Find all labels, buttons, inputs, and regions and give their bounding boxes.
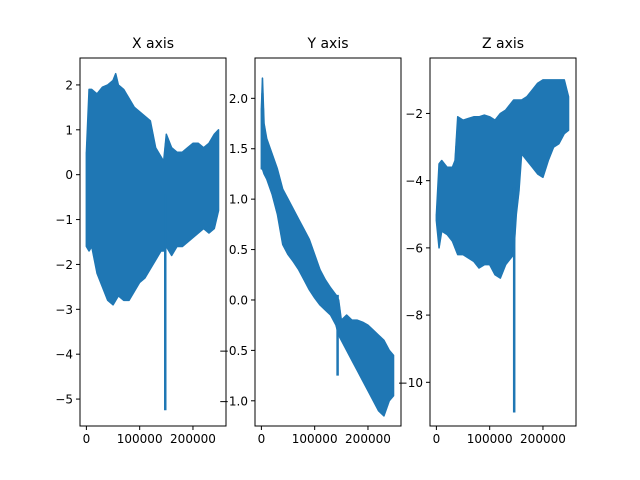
chart-title-x-axis: X axis: [132, 36, 174, 52]
x-tick-label: 0: [433, 432, 441, 446]
x-tick-label: 0: [83, 432, 91, 446]
y-tick-label: −1.0: [219, 394, 248, 408]
y-tick-label: −5: [55, 393, 73, 407]
y-tick-label: 0.0: [229, 293, 248, 307]
series-oscillation-x-axis: [85, 73, 219, 305]
y-tick-label: −10: [398, 376, 423, 390]
x-tick-label: 100000: [117, 432, 163, 446]
chart-title-z-axis: Z axis: [482, 36, 524, 52]
x-tick-label: 100000: [292, 432, 338, 446]
axes-frame-x-axis: [79, 57, 227, 427]
y-tick-label: −0.5: [219, 344, 248, 358]
y-tick-label: 1.5: [229, 142, 248, 156]
y-tick-label: 2.0: [229, 92, 248, 106]
chart-title-y-axis: Y axis: [306, 36, 348, 52]
y-tick-label: −2: [55, 258, 73, 272]
y-tick-label: −1: [55, 213, 73, 227]
y-tick-label: 2: [65, 78, 73, 92]
series-oscillation-y-axis: [260, 78, 394, 416]
y-tick-label: 0.5: [229, 243, 248, 257]
y-tick-label: 0: [65, 168, 73, 182]
x-tick-label: 0: [258, 432, 266, 446]
y-tick-label: −6: [405, 241, 423, 255]
axes-frame-y-axis: [254, 57, 402, 427]
y-tick-label: 1.0: [229, 193, 248, 207]
y-tick-label: −8: [405, 309, 423, 323]
y-tick-label: −4: [405, 174, 423, 188]
y-tick-label: 1: [65, 123, 73, 137]
y-tick-label: −4: [55, 348, 73, 362]
subplot-z-axis: 0 100000 200000 −10 −8 −6 −4 −2 Z axis: [398, 36, 577, 446]
x-tick-label: 200000: [520, 432, 566, 446]
x-tick-label: 200000: [170, 432, 216, 446]
x-tick-label: 100000: [467, 432, 513, 446]
y-tick-label: −2: [405, 107, 423, 121]
subplot-y-axis: 0 100000 200000 −1.0 −0.5 0.0 0.5 1.0 1.5 2.0 Y ax…: [219, 36, 402, 446]
x-tick-label: 200000: [345, 432, 391, 446]
subplot-x-axis: 0 100000 200000 −5 −4 −3 −2 −1 0 1 2 X axis: [55, 36, 227, 446]
y-tick-label: −3: [55, 303, 73, 317]
axes-frame-z-axis: [429, 57, 577, 427]
series-oscillation-z-axis: [435, 79, 569, 279]
